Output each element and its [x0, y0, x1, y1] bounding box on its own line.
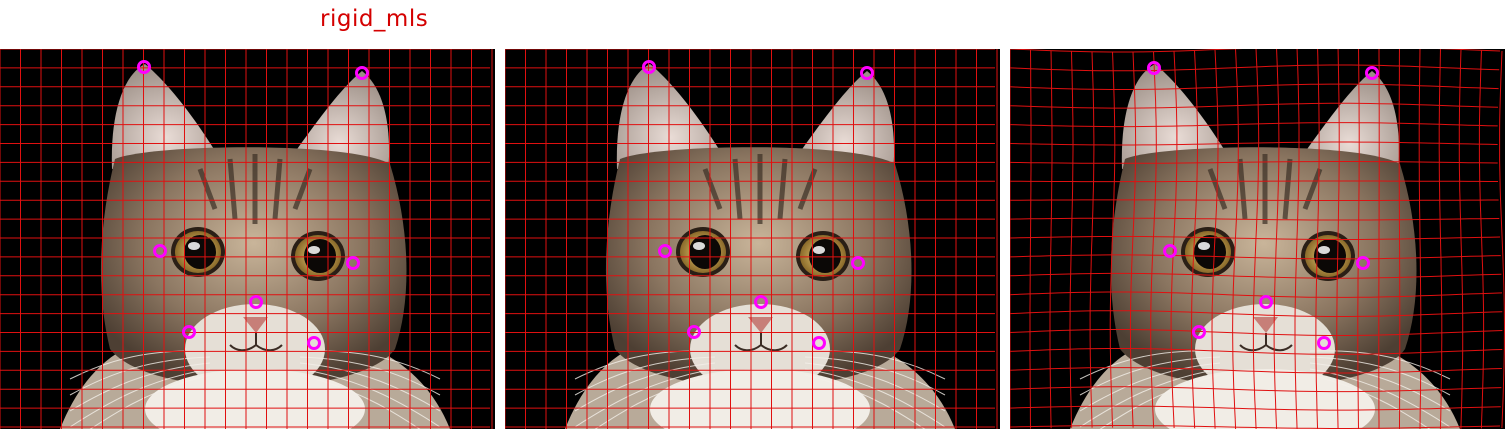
control-point [658, 244, 672, 258]
control-point [1192, 325, 1206, 339]
control-point [249, 295, 263, 309]
page-title: rigid_mls [320, 6, 429, 32]
control-point [642, 60, 656, 74]
cat-head [1110, 147, 1417, 388]
control-point [137, 60, 151, 74]
cat-head [605, 147, 912, 388]
control-point [1356, 256, 1370, 270]
left-ear [111, 64, 220, 169]
control-points [137, 60, 369, 350]
grid-overlay [505, 49, 998, 429]
control-point [851, 256, 865, 270]
control-points [1147, 61, 1379, 350]
right-ear [290, 71, 390, 174]
control-point [1365, 66, 1379, 80]
grid-overlay [0, 49, 493, 429]
control-point [1259, 295, 1273, 309]
control-point [687, 325, 701, 339]
control-point [1163, 244, 1177, 258]
grid-overlay [1010, 49, 1505, 429]
chest [145, 369, 365, 429]
panel-row [0, 49, 1505, 429]
image-original [0, 49, 495, 429]
image-deformed-1 [505, 49, 1000, 429]
control-point [355, 66, 369, 80]
control-point [860, 66, 874, 80]
nose [1253, 317, 1278, 333]
left-ear [1121, 64, 1230, 169]
control-point [182, 325, 196, 339]
cat-photo [565, 64, 955, 429]
nose [748, 317, 773, 333]
chest [1155, 369, 1375, 429]
control-point [812, 336, 826, 350]
panel-original [0, 49, 495, 429]
control-point [307, 336, 321, 350]
nose [243, 317, 268, 333]
control-point [346, 256, 360, 270]
right-ear [795, 71, 895, 174]
control-point [1147, 61, 1161, 75]
image-deformed-2 [1010, 49, 1505, 429]
control-point [153, 244, 167, 258]
left-ear [616, 64, 725, 169]
cat-photo [60, 64, 450, 429]
panel-deformed-1 [505, 49, 1000, 429]
control-point [1317, 336, 1331, 350]
control-point [754, 295, 768, 309]
control-points [642, 60, 874, 350]
panel-deformed-2 [1010, 49, 1505, 429]
chest [650, 369, 870, 429]
cat-head [100, 147, 407, 388]
